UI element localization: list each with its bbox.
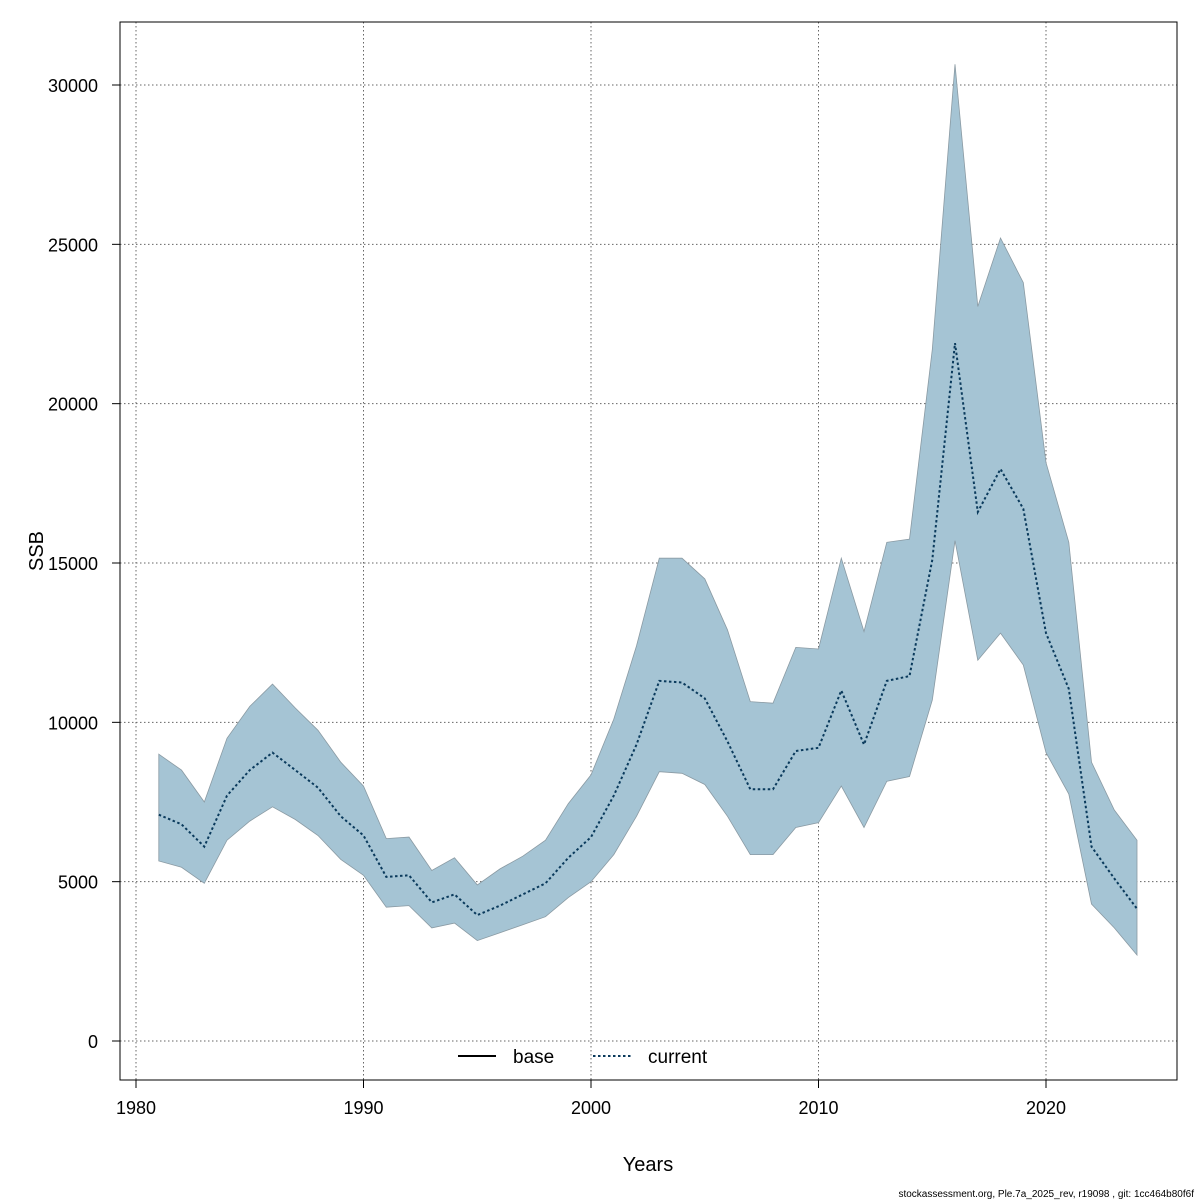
legend-current-label: current: [648, 1047, 708, 1068]
y-axis-title: SSB: [26, 531, 48, 571]
legend: base current: [458, 1047, 708, 1068]
confidence-band-layer: [158, 64, 1138, 957]
footer-note: stockassessment.org, Ple.7a_2025_rev, r1…: [898, 1189, 1194, 1200]
y-tick-label-15000: 15000: [48, 554, 98, 574]
y-tick-label-30000: 30000: [48, 76, 98, 96]
y-tick-label-25000: 25000: [48, 235, 98, 255]
x-tick-label-2020: 2020: [1026, 1098, 1066, 1118]
series-lines-layer: [158, 342, 1138, 917]
y-axis: 0 5000 10000 15000 20000 25000 30000: [48, 76, 120, 1052]
x-axis: 1980 1990 2000 2010 2020: [116, 1079, 1066, 1118]
x-tick-label-1990: 1990: [343, 1098, 383, 1118]
x-tick-label-2010: 2010: [798, 1098, 838, 1118]
x-axis-title: Years: [623, 1154, 673, 1176]
y-tick-label-0: 0: [88, 1032, 98, 1052]
legend-base-label: base: [513, 1047, 554, 1068]
confidence-band: [158, 64, 1138, 957]
y-tick-label-10000: 10000: [48, 713, 98, 733]
x-tick-label-1980: 1980: [116, 1098, 156, 1118]
y-tick-label-5000: 5000: [58, 873, 98, 893]
y-tick-label-20000: 20000: [48, 395, 98, 415]
series-current-line: [158, 342, 1138, 917]
x-tick-label-2000: 2000: [571, 1098, 611, 1118]
